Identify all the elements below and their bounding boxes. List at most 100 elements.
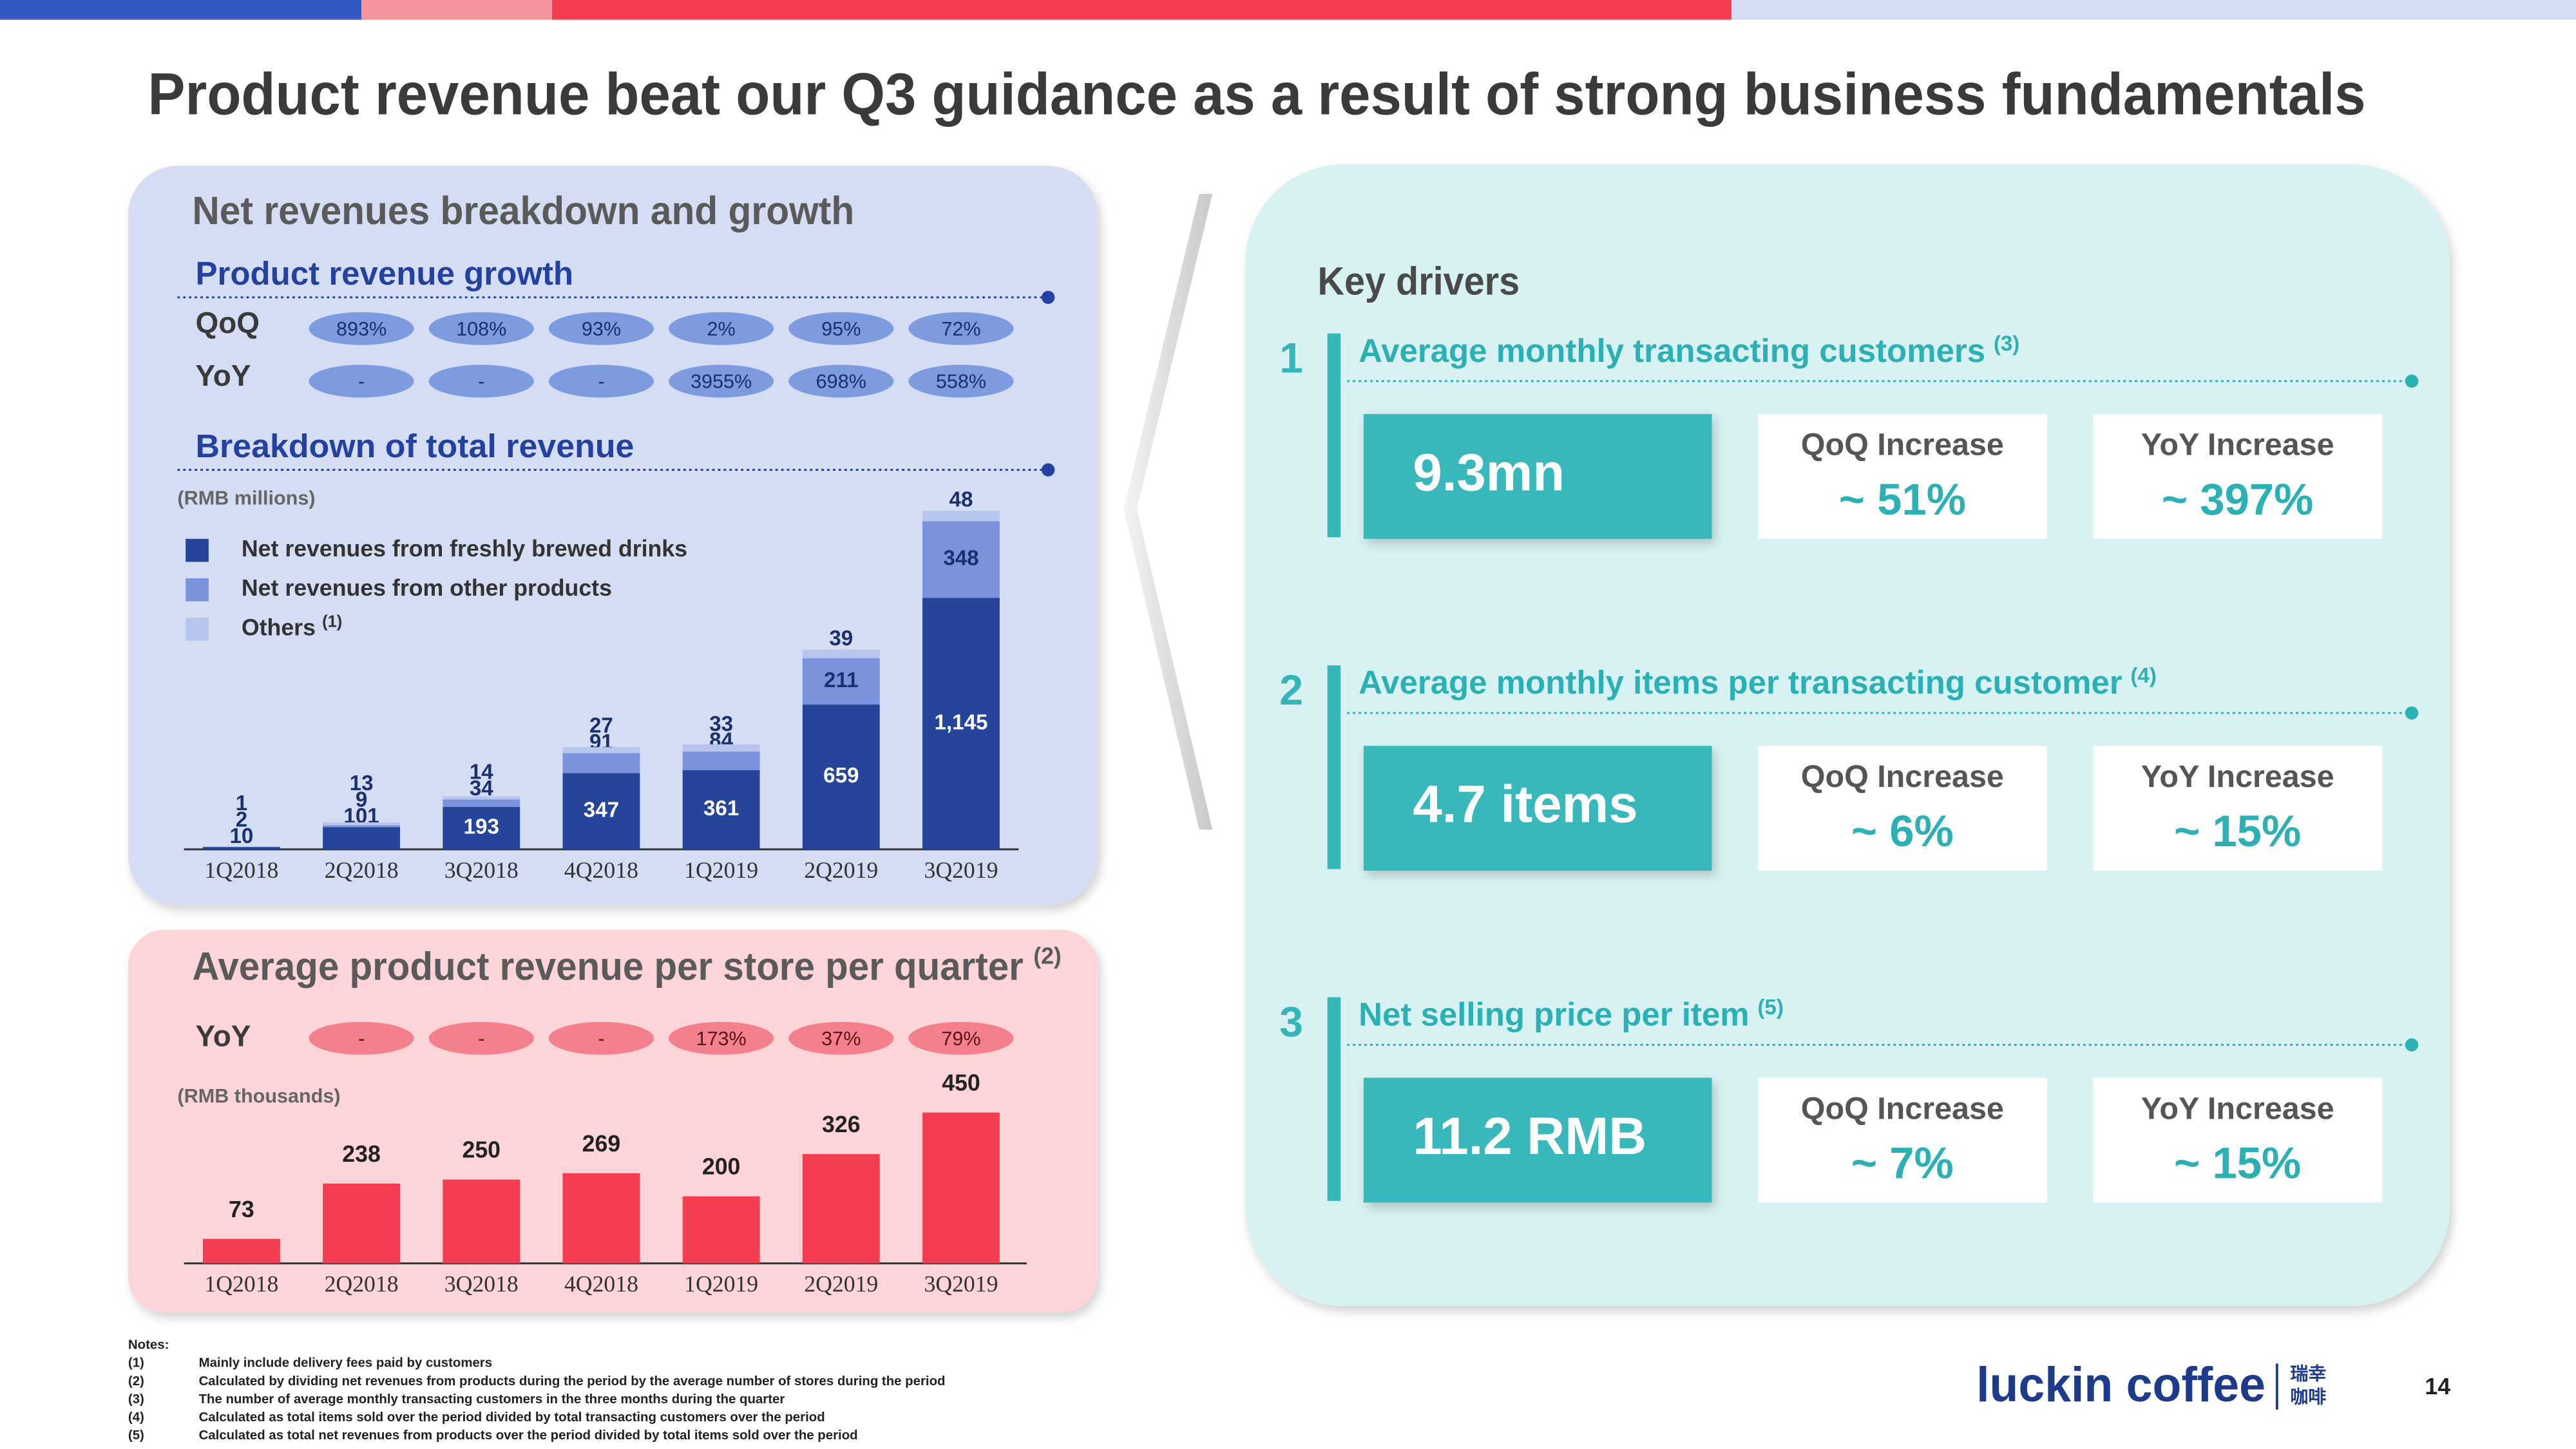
bar-segment: [922, 598, 1000, 849]
value-label: 450: [942, 1070, 980, 1096]
stat-value: ~ 15%: [2174, 1138, 2301, 1188]
pill-label: 698%: [816, 370, 866, 392]
footnote-mark: (5): [1757, 996, 1784, 1019]
bar-segment: [562, 773, 640, 849]
pill: [788, 365, 894, 398]
legend-label: Net revenues from other products: [242, 575, 612, 601]
row-label: YoY: [195, 1019, 251, 1052]
bar-segment: [562, 753, 640, 773]
driver-bar: [1327, 997, 1341, 1201]
bar-segment: [802, 705, 880, 849]
footnote-mark: (4): [2130, 664, 2157, 688]
x-tick-label: 2Q2018: [325, 857, 399, 883]
driver-label: Net selling price per item: [1359, 996, 1749, 1033]
rule-dot: [1041, 463, 1055, 477]
value-label: 1,145: [935, 710, 988, 734]
bar: [682, 1196, 760, 1264]
value-box: [1363, 746, 1712, 871]
value-label: 200: [702, 1154, 741, 1180]
driver-bar: [1327, 665, 1341, 869]
notes-title: Notes:: [128, 1338, 169, 1352]
x-tick-label: 3Q2019: [924, 857, 998, 883]
value-label: 14: [470, 760, 493, 784]
stat-box: [2093, 413, 2383, 539]
bar-segment: [802, 658, 880, 705]
value-label: 13: [350, 772, 374, 795]
pill-label: 79%: [941, 1028, 980, 1050]
value-label: 269: [582, 1131, 621, 1157]
bar: [202, 1238, 280, 1264]
strip-blue: [0, 0, 362, 20]
driver-value: 11.2 RMB: [1413, 1107, 1646, 1166]
row-label: QoQ: [195, 306, 259, 339]
stat-value: ~ 7%: [1851, 1138, 1954, 1188]
bar: [323, 1183, 401, 1264]
pill-label: -: [598, 1028, 604, 1050]
x-tick-label: 3Q2019: [924, 1271, 998, 1297]
bar-segment: [682, 744, 760, 752]
strip-light: [1732, 0, 2576, 20]
pill: [669, 1021, 774, 1055]
note-marker: (4): [128, 1410, 144, 1425]
bar-segment: [682, 770, 760, 849]
stat-label: QoQ Increase: [1801, 1091, 2004, 1126]
stat-box: [2093, 1077, 2383, 1203]
driver-label: Average monthly transacting customers: [1359, 332, 1985, 369]
value-label: 39: [829, 627, 853, 650]
pill: [428, 1021, 534, 1055]
section-title: Breakdown of total revenue: [195, 428, 634, 464]
x-tick-label: 3Q2018: [444, 857, 519, 883]
stat-box: [2093, 746, 2383, 871]
rule-dot: [2405, 374, 2419, 388]
value-label: 238: [342, 1141, 381, 1167]
pill-label: 37%: [821, 1028, 861, 1050]
value-label: 27: [589, 714, 613, 737]
bar-segment: [443, 799, 520, 808]
value-label: 10: [229, 824, 253, 848]
legend-label: Net revenues from freshly brewed drinks: [242, 536, 687, 562]
bar-segment: [562, 747, 640, 753]
stat-label: QoQ Increase: [1801, 428, 2004, 462]
value-label: 347: [584, 798, 619, 822]
note-marker: (2): [128, 1374, 144, 1388]
bar-segment: [323, 827, 401, 849]
pill: [428, 365, 534, 398]
stat-value: ~ 51%: [1839, 475, 1966, 524]
pill: [908, 365, 1014, 398]
pill-label: -: [598, 370, 604, 392]
value-label: 33: [709, 712, 733, 736]
pill-label: 558%: [936, 370, 986, 392]
bar-segment: [443, 807, 520, 849]
bar-segment: [202, 847, 280, 849]
x-tick-label: 1Q2018: [204, 857, 278, 883]
bar-segment: [202, 846, 280, 848]
pill-label: 173%: [696, 1028, 746, 1050]
page-number: 14: [2425, 1374, 2450, 1399]
row-label: YoY: [195, 359, 251, 392]
value-label: 1: [236, 791, 247, 815]
pill: [669, 312, 774, 345]
note-text: Calculated by dividing net revenues from…: [199, 1374, 946, 1388]
x-tick-label: 1Q2019: [684, 857, 758, 883]
value-label: 73: [229, 1197, 254, 1222]
footnote-mark: (2): [1033, 943, 1062, 969]
pill: [908, 1021, 1014, 1055]
stat-value: ~ 15%: [2174, 806, 2301, 856]
stat-box: [1757, 1077, 2047, 1203]
pill: [309, 312, 414, 345]
pill: [788, 1021, 894, 1055]
value-label: 361: [703, 797, 739, 820]
x-tick-label: 1Q2019: [684, 1271, 758, 1297]
driver-value: 9.3mn: [1413, 443, 1565, 502]
bar-segment: [922, 511, 1000, 522]
stat-box: [1757, 413, 2047, 539]
pill: [309, 1021, 414, 1055]
pill-label: 2%: [707, 318, 736, 340]
note-text: Calculated as total items sold over the …: [199, 1410, 825, 1425]
x-tick-label: 2Q2019: [804, 1271, 878, 1297]
value-label: 48: [949, 488, 973, 512]
legend-swatch: [186, 578, 209, 601]
x-tick-label: 2Q2019: [804, 857, 878, 883]
bar: [802, 1154, 880, 1264]
